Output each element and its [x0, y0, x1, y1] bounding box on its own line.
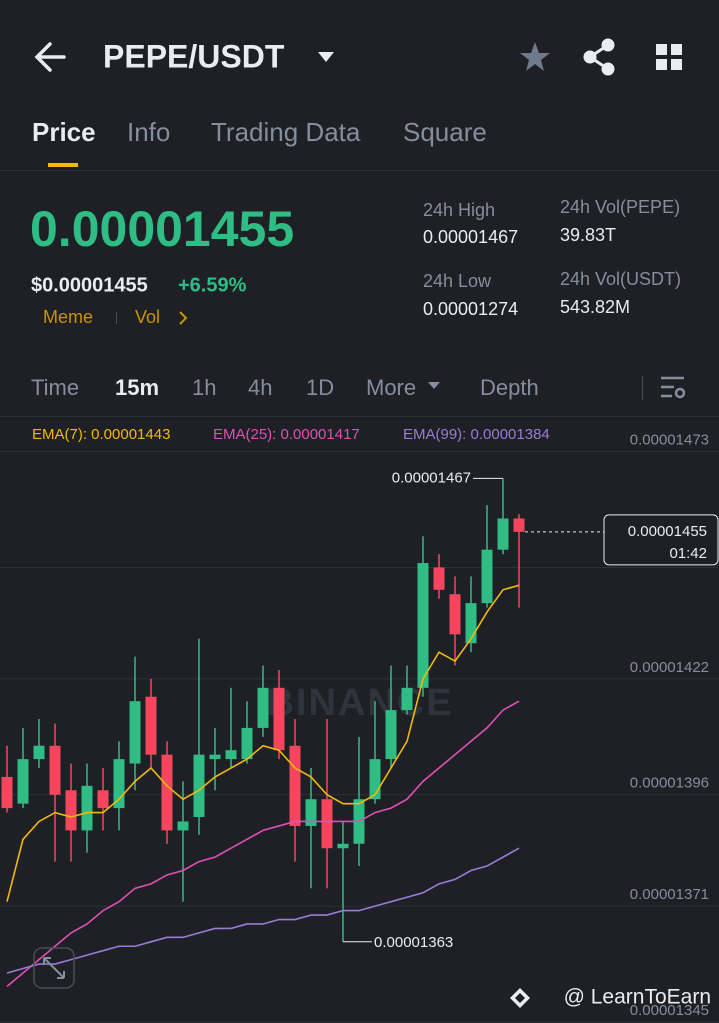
stat-label: 24h Low: [423, 271, 492, 291]
tab-indicator: [48, 163, 78, 167]
candle-body: [81, 785, 93, 831]
candle-body: [337, 843, 349, 849]
divider: [0, 170, 719, 171]
last-price-box: [603, 514, 719, 566]
y-tick-label: 0.00001396: [630, 775, 709, 792]
candle-body: [289, 745, 301, 826]
candle-body: [177, 821, 189, 831]
candle-body: [97, 790, 109, 809]
timeframe[interactable]: 1D: [306, 375, 334, 400]
tab[interactable]: Trading Data: [211, 117, 361, 147]
candle-body: [145, 696, 157, 755]
grid-menu[interactable]: [656, 44, 682, 70]
candle-body: [449, 594, 461, 635]
expand-icon: [43, 957, 65, 979]
candle-body: [33, 745, 45, 760]
credit: @ LearnToEarn: [564, 986, 711, 1009]
usd-price: $0.00001455: [31, 274, 148, 296]
candle-body: [481, 549, 493, 604]
stat-label: 24h Vol(PEPE): [560, 197, 680, 217]
tab[interactable]: Price: [32, 117, 96, 147]
candle-body: [1, 776, 13, 809]
legend-entry: EMA(7): 0.00001443: [32, 426, 170, 443]
candle-body: [17, 759, 29, 804]
toolbar-separator: [642, 376, 643, 400]
candle-body: [209, 754, 221, 760]
candle-body: [65, 790, 77, 831]
candle-body: [513, 518, 525, 532]
candle-body: [305, 799, 317, 826]
candle-body: [225, 750, 237, 760]
candle-body: [129, 701, 141, 764]
timeframe[interactable]: 1h: [192, 375, 216, 400]
price-change: +6.59%: [178, 274, 247, 296]
candle-body: [497, 518, 509, 550]
y-tick-label: 0.00001345: [630, 1002, 709, 1019]
tab[interactable]: Square: [403, 117, 487, 147]
logo: [510, 988, 530, 1008]
ema-line: [6, 847, 520, 974]
tag-arrow: [179, 311, 188, 325]
candle-body: [257, 687, 269, 728]
candle-body: [193, 754, 205, 818]
timeframe[interactable]: 4h: [248, 375, 272, 400]
tag[interactable]: Vol: [135, 307, 160, 327]
tag[interactable]: Meme: [43, 307, 93, 327]
chart: BINANCE0.000014730.000014470.000014220.0…: [0, 426, 719, 1023]
timeframe[interactable]: Depth: [480, 375, 539, 400]
pair-dropdown[interactable]: [318, 52, 334, 62]
stat-value: 0.00001274: [423, 299, 518, 319]
max-label: 0.00001467: [392, 469, 471, 486]
candle-body: [385, 710, 397, 760]
y-tick-label: 0.00001422: [630, 659, 709, 676]
candle-body: [273, 687, 285, 751]
timeframe[interactable]: 15m: [115, 375, 159, 400]
stat-label: 24h High: [423, 200, 495, 220]
tag-separator: [116, 312, 117, 324]
candle-body: [433, 567, 445, 590]
last-price-value: 0.00001455: [628, 523, 707, 540]
stat-value: 0.00001467: [423, 227, 518, 247]
stat-label: 24h Vol(USDT): [560, 269, 681, 289]
candle-body: [417, 563, 429, 688]
candle-body: [161, 754, 173, 831]
legend-entry: EMA(99): 0.00001384: [403, 426, 550, 443]
countdown: 01:42: [669, 545, 707, 562]
candle-body: [465, 603, 477, 644]
stat-value: 543.82M: [560, 297, 630, 317]
expand-button[interactable]: [33, 947, 75, 989]
tab[interactable]: Info: [127, 117, 170, 147]
y-tick-label: 0.00001371: [630, 886, 709, 903]
chart-settings[interactable]: [661, 376, 686, 399]
candle-body: [113, 759, 125, 809]
candle-body: [321, 799, 333, 849]
share-button[interactable]: [583, 38, 615, 76]
ema-line: [6, 584, 520, 902]
min-label: 0.00001363: [374, 934, 453, 951]
watermark: BINANCE: [266, 682, 453, 724]
candle-body: [369, 759, 381, 800]
ema-line: [6, 700, 520, 987]
divider: [0, 416, 719, 417]
pair-title[interactable]: PEPE/USDT: [103, 38, 285, 74]
candle-body: [401, 687, 413, 711]
candle-body: [49, 745, 61, 795]
timeframe[interactable]: More: [366, 375, 416, 400]
candle-body: [241, 727, 253, 760]
stat-value: 39.83T: [560, 225, 616, 245]
back-button[interactable]: [34, 42, 66, 72]
y-tick-label: 0.00001473: [630, 432, 709, 449]
favorite-star[interactable]: [520, 42, 550, 71]
more-dropdown[interactable]: [428, 382, 440, 389]
timeframe[interactable]: Time: [31, 375, 79, 400]
last-price: 0.00001455: [30, 201, 294, 257]
legend-entry: EMA(25): 0.00001417: [213, 426, 360, 443]
